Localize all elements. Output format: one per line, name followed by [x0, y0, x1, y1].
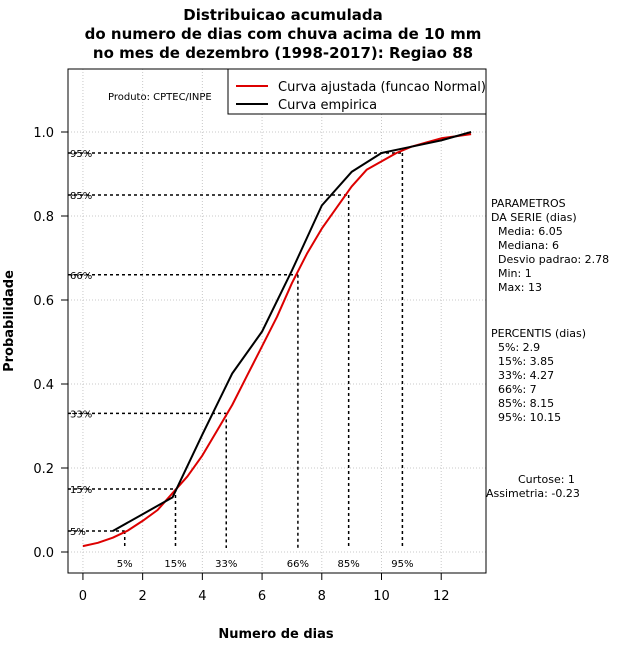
- guide-x-label-3: 66%: [287, 559, 309, 570]
- percentis-95: 95%: 10.15: [498, 411, 561, 424]
- percentile-guides: 5% 5% 15% 15% 33% 33% 66% 66% 85% 85% 95% 95%: [68, 149, 414, 570]
- guide-y-label-4: 85%: [70, 191, 92, 202]
- percentis-5: 5%: 2.9: [498, 341, 540, 354]
- legend-box: [227, 68, 487, 115]
- y-tick-label-3: 0.6: [33, 294, 54, 309]
- params-max: Max: 13: [498, 281, 542, 294]
- legend-label-fitted: Curva ajustada (funcao Normal): [278, 80, 486, 95]
- curtose-label: Curtose: 1: [518, 473, 575, 486]
- y-axis: 0.0 0.2 0.4 0.6 0.8 1.0: [33, 126, 68, 561]
- guide-y-label-1: 15%: [70, 485, 92, 496]
- params-desvio: Desvio padrao: 2.78: [498, 253, 609, 266]
- chart-title-line-3: no mes de dezembro (1998-2017): Regiao 8…: [93, 44, 473, 62]
- params-mediana: Mediana: 6: [498, 239, 559, 252]
- x-tick-label-4: 8: [318, 589, 326, 604]
- series-line-fitted: [82, 133, 472, 548]
- y-tick-label-1: 0.2: [33, 462, 54, 477]
- producer-label: Produto: CPTEC/INPE: [108, 92, 212, 103]
- guide-x-label-2: 33%: [215, 559, 237, 570]
- x-axis: 0 2 4 6 8 10 12: [79, 573, 450, 604]
- percentis-66: 66%: 7: [498, 383, 537, 396]
- params-min: Min: 1: [498, 267, 532, 280]
- series-lines: [82, 131, 472, 548]
- y-tick-label-5: 1.0: [33, 126, 54, 141]
- x-tick-label-0: 0: [79, 589, 87, 604]
- chart-title-line-1: Distribuicao acumulada: [183, 6, 382, 24]
- params-heading-2: DA SERIE (dias): [491, 211, 577, 224]
- percentis-block: PERCENTIS (dias) 5%: 2.9 15%: 3.85 33%: …: [491, 327, 586, 424]
- x-axis-label: Numero de dias: [218, 627, 334, 642]
- percentis-85: 85%: 8.15: [498, 397, 554, 410]
- x-tick-label-3: 6: [258, 589, 266, 604]
- guide-x-label-1: 15%: [164, 559, 186, 570]
- params-heading-1: PARAMETROS: [491, 197, 566, 210]
- y-tick-label-2: 0.4: [33, 378, 54, 393]
- y-axis-label: Probabilidade: [2, 270, 17, 372]
- parameters-block: PARAMETROS DA SERIE (dias) Media: 6.05 M…: [491, 197, 609, 294]
- assimetria-label: Assimetria: -0.23: [486, 487, 580, 500]
- percentis-heading: PERCENTIS (dias): [491, 327, 586, 340]
- x-tick-label-6: 12: [433, 589, 450, 604]
- guide-y-label-3: 66%: [70, 271, 92, 282]
- guide-y-label-5: 95%: [70, 149, 92, 160]
- guide-x-label-5: 95%: [391, 559, 413, 570]
- y-tick-label-0: 0.0: [33, 546, 54, 561]
- series-line-empirical: [112, 131, 472, 532]
- x-tick-label-2: 4: [198, 589, 206, 604]
- x-tick-label-1: 2: [139, 589, 147, 604]
- legend: Curva ajustada (funcao Normal) Curva emp…: [227, 68, 487, 115]
- percentis-33: 33%: 4.27: [498, 369, 554, 382]
- params-media: Media: 6.05: [498, 225, 563, 238]
- guide-y-label-2: 33%: [70, 409, 92, 420]
- x-tick-label-5: 10: [373, 589, 390, 604]
- guide-x-label-0: 5%: [117, 559, 133, 570]
- guide-y-label-0: 5%: [70, 527, 86, 538]
- legend-label-empirical: Curva empirica: [278, 98, 377, 113]
- percentis-15: 15%: 3.85: [498, 355, 554, 368]
- guide-x-label-4: 85%: [338, 559, 360, 570]
- chart-title-line-2: do numero de dias com chuva acima de 10 …: [85, 25, 482, 43]
- y-tick-label-4: 0.8: [33, 210, 54, 225]
